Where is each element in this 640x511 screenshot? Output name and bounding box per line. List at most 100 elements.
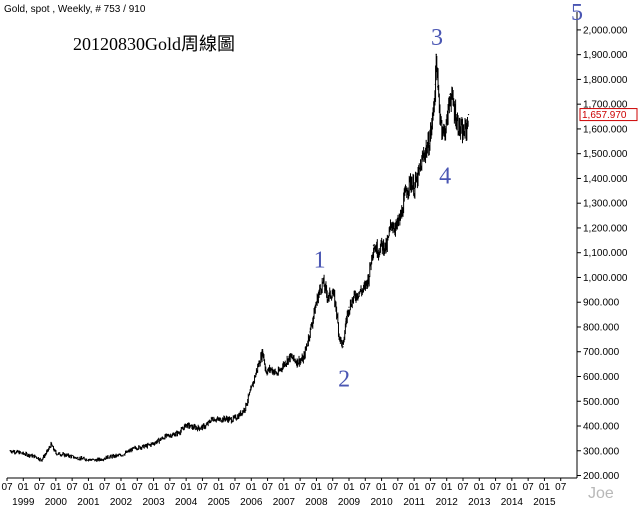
price-point (133, 447, 135, 449)
x-month-tick-label: 07 (392, 482, 404, 493)
y-tick-label: 200.000 (583, 471, 620, 482)
price-point (61, 453, 63, 456)
price-point (166, 435, 168, 437)
price-point (205, 425, 207, 427)
price-point (363, 289, 365, 291)
price-point (319, 289, 321, 291)
price-point (435, 54, 437, 56)
price-point (377, 249, 379, 251)
x-month-tick-label: 01 (474, 482, 486, 493)
y-tick-label: 700.000 (583, 347, 620, 358)
price-point (342, 346, 344, 348)
price-point (327, 296, 329, 298)
x-month-tick-label: 01 (506, 482, 518, 493)
price-point (452, 103, 454, 105)
x-month-tick-label: 01 (18, 482, 30, 493)
price-point (372, 244, 375, 246)
y-tick-label: 1,700.000 (583, 100, 628, 111)
y-tick-label: 500.000 (583, 397, 620, 408)
price-point (467, 113, 470, 116)
x-year-label: 2005 (208, 497, 231, 508)
signature: Joe (588, 485, 614, 502)
price-point (68, 455, 70, 457)
x-year-label: 2008 (305, 497, 328, 508)
price-point (265, 370, 267, 373)
price-point (146, 445, 148, 447)
price-point (410, 180, 412, 182)
price-point (434, 83, 436, 85)
x-month-tick-label: 07 (1, 482, 13, 493)
price-point (367, 276, 370, 279)
x-month-tick-label: 01 (441, 482, 453, 493)
price-point (179, 431, 181, 433)
price-point (100, 458, 103, 460)
x-month-tick-label: 07 (67, 482, 79, 493)
price-point (405, 190, 407, 192)
price-point (94, 459, 96, 461)
price-point (390, 222, 392, 224)
x-month-tick-label: 07 (164, 482, 176, 493)
y-tick-label: 1,300.000 (583, 199, 628, 210)
x-month-tick-label: 07 (262, 482, 274, 493)
x-month-tick-label: 07 (197, 482, 209, 493)
price-point (40, 459, 42, 461)
price-point (283, 363, 285, 365)
price-point (185, 424, 187, 426)
price-point (462, 133, 464, 135)
wave-label: 1 (314, 248, 326, 274)
x-year-label: 2006 (240, 497, 263, 508)
x-month-tick-label: 01 (83, 482, 95, 493)
x-year-label: 2012 (436, 497, 459, 508)
y-tick-label: 1,900.000 (583, 50, 628, 61)
chart-header-title: Gold, spot , Weekly, # 753 / 910 (4, 4, 146, 15)
x-month-tick-label: 07 (132, 482, 144, 493)
price-point (35, 456, 37, 458)
x-year-label: 2001 (77, 497, 100, 508)
wave-label: 4 (439, 163, 451, 189)
price-point (348, 306, 350, 308)
y-tick-label: 1,400.000 (583, 174, 628, 185)
last-price-box (579, 108, 638, 122)
price-point (296, 361, 298, 363)
x-year-label: 2011 (403, 497, 425, 508)
x-year-label: 2015 (533, 497, 556, 508)
x-month-tick-label: 01 (376, 482, 388, 493)
price-point (9, 450, 11, 452)
price-point (400, 214, 402, 217)
price-point (50, 443, 52, 446)
price-point (465, 128, 467, 130)
price-point (459, 128, 461, 130)
x-month-tick-label: 07 (295, 482, 307, 493)
price-point (332, 291, 334, 293)
x-month-tick-label: 07 (490, 482, 502, 493)
price-point (257, 365, 259, 368)
price-point (159, 439, 161, 441)
x-month-tick-label: 01 (181, 482, 193, 493)
price-point (442, 133, 445, 135)
price-point (74, 457, 76, 459)
x-month-tick-label: 01 (311, 482, 323, 493)
price-point (423, 153, 425, 155)
price-point (120, 454, 122, 456)
price-point (139, 446, 142, 448)
price-point (289, 356, 291, 358)
price-point (413, 187, 415, 189)
wave-label: 5 (571, 0, 583, 26)
price-point (302, 358, 304, 360)
price-point (395, 227, 397, 229)
price-point (353, 296, 355, 298)
x-month-tick-label: 07 (99, 482, 111, 493)
wave-labels: 1 2 3 4 5 (314, 0, 583, 392)
price-point (29, 454, 31, 456)
x-year-label: 2000 (45, 497, 68, 508)
price-series (9, 53, 470, 462)
price-point (436, 86, 439, 88)
price-point (309, 331, 311, 333)
last-price-label: 1,657.970 (582, 110, 627, 121)
price-point (113, 455, 116, 457)
price-point (224, 417, 226, 420)
y-axis: 200.000 300.000 400.000 500.000 600.000 700.0… (577, 25, 628, 482)
x-month-tick-label: 07 (555, 482, 567, 493)
price-point (428, 143, 430, 145)
x-year-label: 2009 (338, 497, 361, 508)
